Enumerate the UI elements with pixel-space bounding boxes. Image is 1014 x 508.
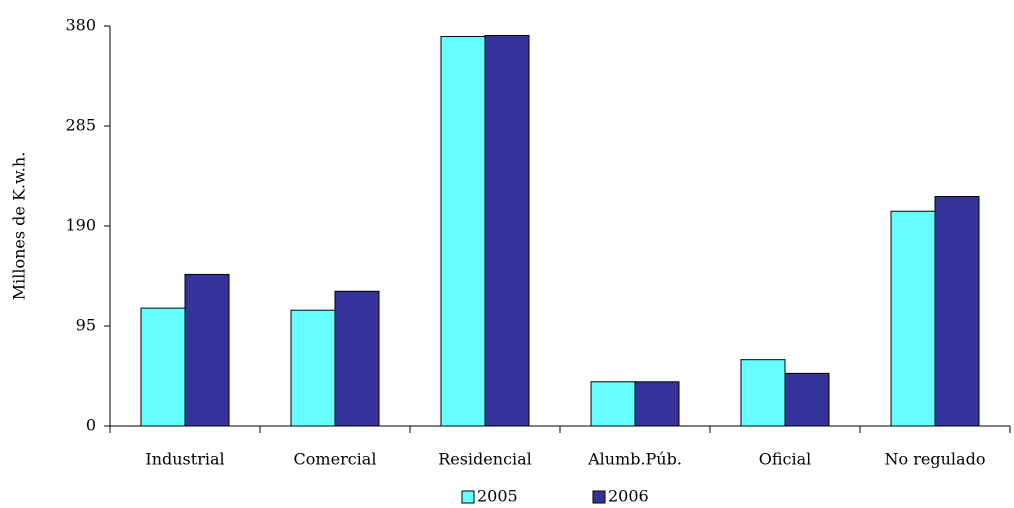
x-tick-label: Residencial	[438, 450, 532, 469]
x-tick-label: Oficial	[759, 450, 812, 469]
x-tick-label: Alumb.Púb.	[587, 450, 682, 469]
bar	[290, 309, 336, 427]
bar	[184, 273, 230, 427]
legend-swatch	[592, 490, 606, 504]
bar	[634, 381, 680, 427]
x-tick-label: Comercial	[294, 450, 377, 469]
bar	[484, 34, 530, 427]
bar	[890, 210, 936, 427]
y-tick-label: 380	[65, 16, 96, 35]
bar	[590, 381, 636, 427]
x-tick-label: No regulado	[885, 450, 986, 469]
bar	[140, 307, 186, 427]
bar	[740, 359, 786, 427]
bar	[784, 372, 830, 427]
y-axis-label: Millones de K.w.h.	[10, 152, 29, 301]
bar	[334, 290, 380, 427]
y-tick-label: 0	[86, 416, 96, 435]
legend-swatch	[461, 490, 475, 504]
y-tick-label: 95	[76, 316, 96, 335]
legend-label: 2006	[608, 487, 649, 506]
x-tick-label: Industrial	[145, 450, 224, 469]
y-tick-label: 285	[65, 116, 96, 135]
legend-label: 2005	[477, 487, 518, 506]
bar	[440, 36, 486, 427]
bar	[934, 196, 980, 427]
y-tick-label: 190	[65, 216, 96, 235]
